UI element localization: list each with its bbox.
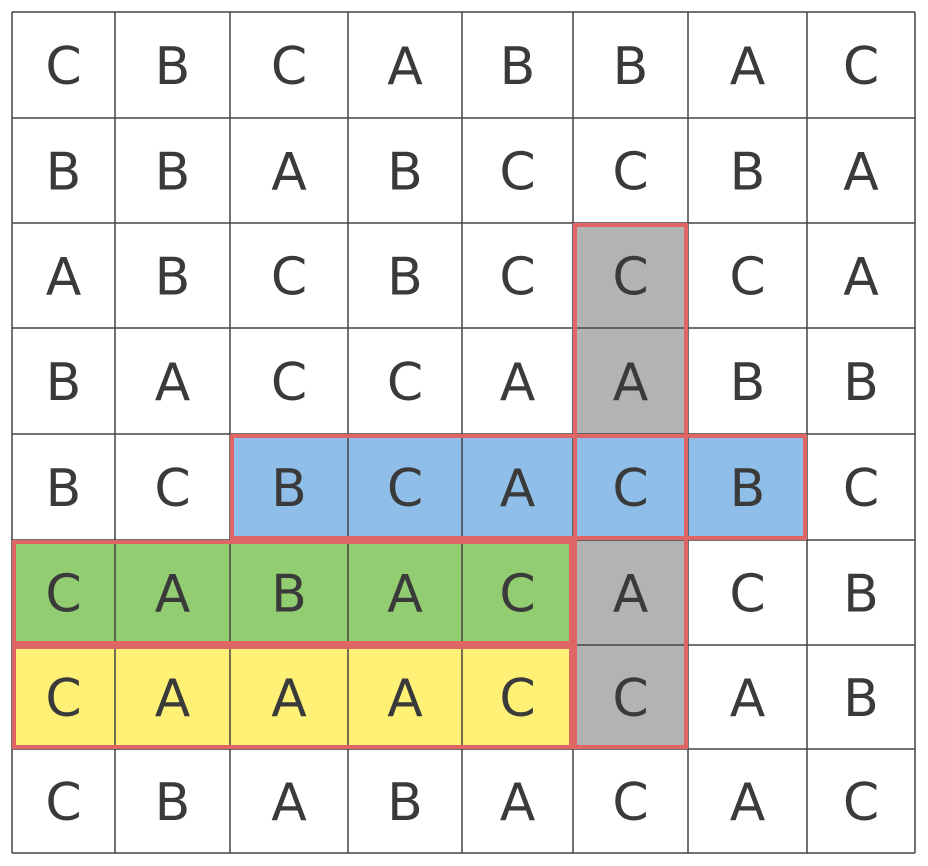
grid-cell-letter: A [155,353,191,413]
grid-cell-letter: A [843,143,879,203]
grid-cell-letter: C [843,459,879,519]
grid-cell-letter: C [387,459,423,519]
grid-cell-letter: B [843,353,879,413]
grid-cell-letter: B [271,459,307,519]
grid-cell-letter: C [499,565,535,625]
grid-cell-letter: A [271,773,307,833]
grid-cell-letter: C [154,459,190,519]
grid-cell-letter: C [499,669,535,729]
grid-cell-letter: C [612,773,648,833]
grid-cell-letter: C [271,248,307,308]
grid-cell-letter: A [730,669,766,729]
grid-cell-letter: C [729,565,765,625]
grid-cell-letter: A [155,669,191,729]
grid-cell-letter: A [613,353,649,413]
grid-cell-letter: C [45,773,81,833]
grid-cell-letter: B [500,37,536,97]
grid-cell-letter: B [387,773,423,833]
grid-cell-letter: C [612,459,648,519]
green-horizontal-highlight-fill [12,540,573,645]
grid-cell-letter: B [730,353,766,413]
yellow-horizontal-highlight-fill [12,645,573,749]
grid-cell-letter: B [271,565,307,625]
grid-cell-letter: C [843,37,879,97]
gray-vertical-highlight-outline [573,223,688,749]
grid-cell-letter: A [730,773,766,833]
grid-cell-letter: B [387,143,423,203]
grid-cell-letter: C [271,37,307,97]
blue-horizontal-highlight-fill [230,434,807,540]
grid-cell-letter: C [499,143,535,203]
grid-cell-letter: A [613,565,649,625]
grid-cell-letter: C [45,37,81,97]
grid-cell-letter: A [730,37,766,97]
grid-cell-letter: C [499,248,535,308]
grid-cell-letter: C [612,248,648,308]
grid-cell-letter: B [46,459,82,519]
grid-cell-letter: A [387,37,423,97]
grid-letters: C B C A B B A CB B A B C C B AA B C B C C C AB A C C A A B BB C B C A C B C… [45,37,879,833]
grid-cell-letter: B [843,565,879,625]
grid-cell-letter: A [271,143,307,203]
grid-cell-letter: A [155,565,191,625]
grid-cell-letter: C [45,669,81,729]
grid-cell-letter: B [730,143,766,203]
grid-cell-letter: A [500,353,536,413]
grid-cell-letter: C [387,353,423,413]
grid-cell-letter: B [155,37,191,97]
grid-cell-letter: B [843,669,879,729]
grid-cell-letter: A [271,669,307,729]
grid-cell-letter: A [387,669,423,729]
grid-cell-letter: B [155,248,191,308]
grid-cell-letter: C [45,565,81,625]
grid-cell-letter: B [155,773,191,833]
grid-cell-letter: C [612,143,648,203]
yellow-horizontal-highlight-outline [12,645,573,749]
grid-cell-letter: B [387,248,423,308]
grid-cell-letter: C [843,773,879,833]
green-horizontal-highlight-outline [12,540,573,645]
grid-cell-letter: B [46,143,82,203]
grid-cell-letter: C [729,248,765,308]
grid-cell-letter: C [612,669,648,729]
grid-cell-letter: A [387,565,423,625]
highlight-fills [12,223,807,749]
highlight-outlines [12,223,807,749]
grid-cell-letter: B [613,37,649,97]
grid-cell-letter: A [500,459,536,519]
grid-cell-letter: B [155,143,191,203]
grid-cell-letter: B [46,353,82,413]
grid-cell-letter: A [500,773,536,833]
grid-cell-letter: A [843,248,879,308]
blue-horizontal-highlight-outline [230,434,807,540]
grid-cell-letter: A [46,248,82,308]
grid-cell-letter: B [730,459,766,519]
grid-cell-letter: C [271,353,307,413]
